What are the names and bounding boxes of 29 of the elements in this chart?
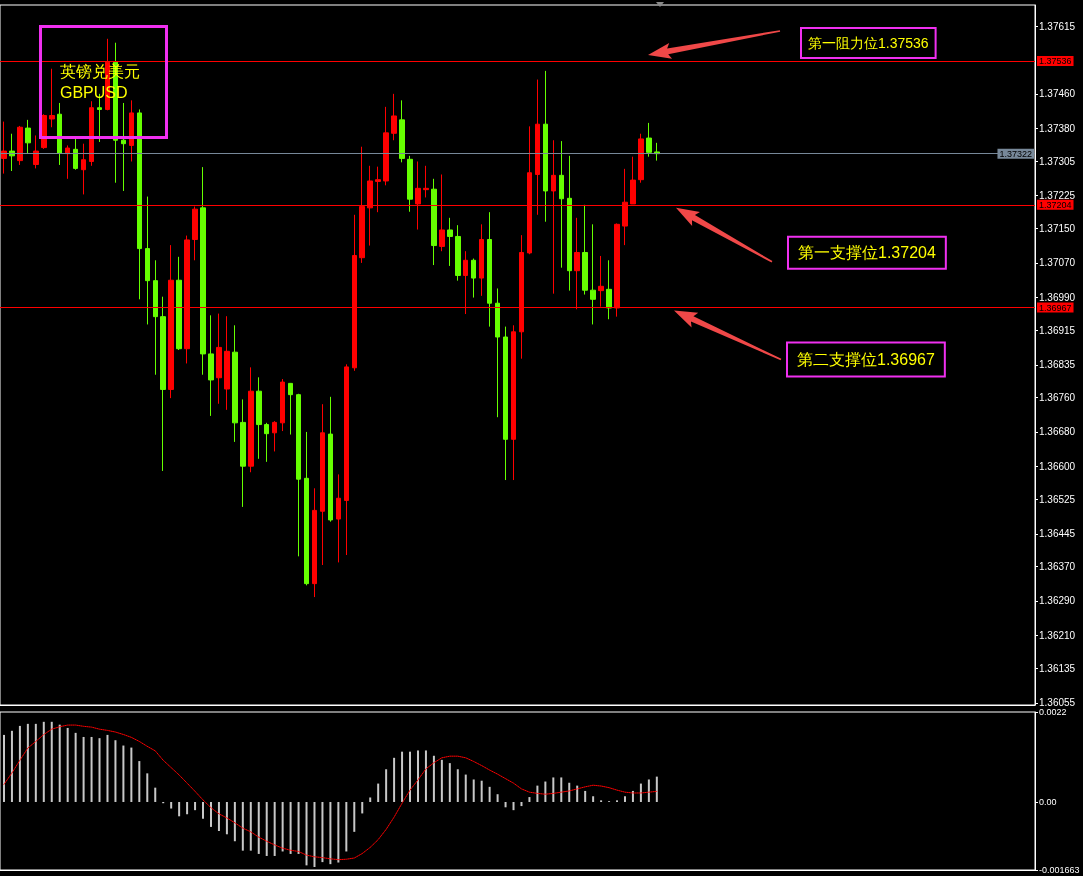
ref-line-label: 1.37322 xyxy=(999,148,1032,159)
y-tick-label: 1.36445 xyxy=(1039,528,1076,540)
y-tick-label: 1.37305 xyxy=(1039,155,1076,167)
y-tick-label: -0.001663 xyxy=(1039,865,1080,875)
y-tick-label: 1.36370 xyxy=(1039,560,1076,572)
y-tick-label: 1.36915 xyxy=(1039,324,1076,336)
y-tick-label: 1.36210 xyxy=(1039,630,1076,642)
ref-line-label: 1.37536 xyxy=(1039,55,1072,66)
y-tick-label: 1.37615 xyxy=(1039,21,1076,33)
annotation: 第一支撑位1.37204 xyxy=(798,244,936,262)
y-tick-label: 1.36600 xyxy=(1039,461,1076,473)
y-tick-label: 1.36990 xyxy=(1039,292,1076,304)
y-tick-label: 1.36135 xyxy=(1039,662,1076,674)
y-tick-label: 1.37150 xyxy=(1039,222,1076,234)
ref-line-label: 1.37204 xyxy=(1039,199,1072,210)
y-tick-label: 1.36760 xyxy=(1039,391,1076,403)
y-tick-label: 1.37070 xyxy=(1039,257,1076,269)
y-tick-label: 1.37225 xyxy=(1039,190,1076,202)
y-tick-label: 1.36835 xyxy=(1039,359,1076,371)
annotation: 第二支撑位1.36967 xyxy=(797,351,935,369)
y-tick-label: 1.36525 xyxy=(1039,493,1076,505)
y-tick-label: 1.36055 xyxy=(1039,697,1076,709)
y-tick-label: 1.36290 xyxy=(1039,595,1076,607)
y-tick-label: 1.37380 xyxy=(1039,123,1076,135)
y-tick-label: 1.36680 xyxy=(1039,426,1076,438)
y-tick-label: 0.0022 xyxy=(1039,707,1067,717)
ref-line-label: 1.36967 xyxy=(1039,302,1072,313)
annotation: 第一阻力位1.37536 xyxy=(808,34,929,51)
y-tick-label: 1.37460 xyxy=(1039,88,1076,100)
